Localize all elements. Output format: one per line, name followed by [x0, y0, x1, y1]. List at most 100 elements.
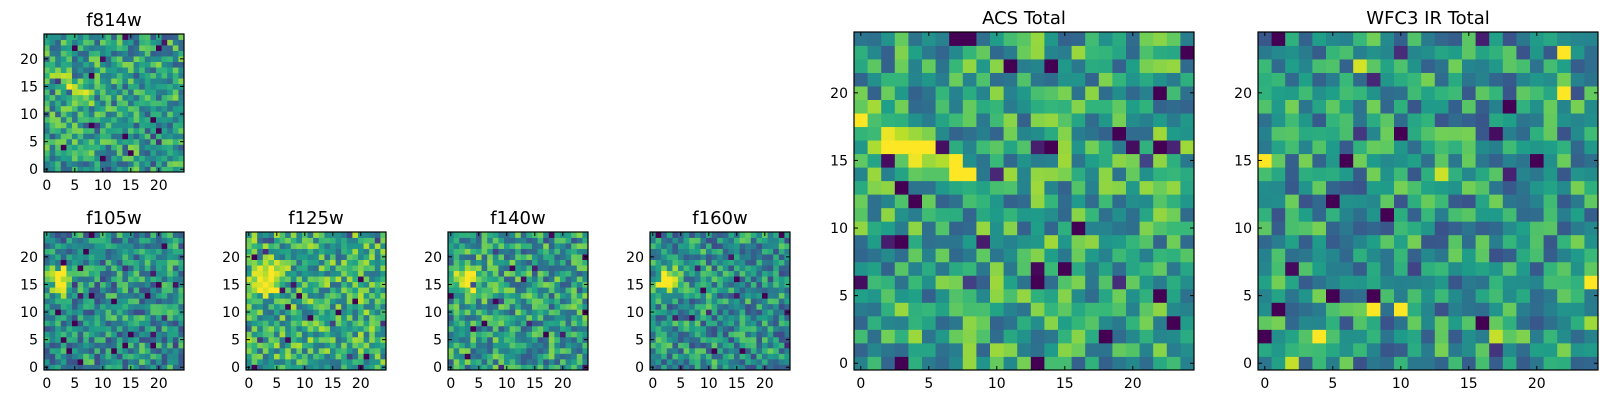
heatmap-cell — [706, 287, 712, 294]
heatmap-cell — [990, 302, 1004, 317]
heatmap-cell — [728, 331, 735, 338]
heatmap-cell — [83, 45, 90, 51]
heatmap-cell — [44, 331, 50, 338]
heatmap-cell — [49, 111, 56, 118]
heatmap-cell — [161, 100, 168, 107]
heatmap-cell — [487, 347, 494, 354]
heatmap-cell — [498, 358, 505, 365]
heatmap-cell — [88, 34, 95, 40]
heatmap-cell — [498, 331, 505, 338]
heatmap-cell — [1003, 194, 1018, 209]
heatmap-cell — [470, 276, 477, 283]
heatmap-cell — [167, 116, 174, 123]
heatmap-cell — [548, 265, 555, 272]
heatmap-cell — [935, 153, 950, 168]
heatmap-cell — [324, 270, 331, 277]
heatmap-cell — [1085, 221, 1100, 236]
heatmap-cell — [526, 243, 533, 249]
heatmap-cell — [380, 276, 387, 283]
heatmap-cell — [1353, 153, 1368, 168]
heatmap-cell — [274, 270, 280, 277]
heatmap-cell — [509, 281, 516, 288]
heatmap-cell — [251, 248, 258, 255]
heatmap-cell — [990, 153, 1004, 168]
heatmap-cell — [1489, 113, 1504, 128]
heatmap-cell — [128, 248, 134, 255]
heatmap-cell — [72, 276, 78, 283]
heatmap-cell — [706, 259, 712, 266]
heatmap-cell — [1339, 86, 1354, 100]
heatmap-cell — [128, 155, 134, 162]
heatmap-cell — [448, 303, 454, 310]
heatmap-cell — [83, 160, 90, 167]
heatmap-cell — [894, 32, 909, 46]
heatmap-cell — [1098, 329, 1113, 344]
heatmap-cell — [543, 336, 550, 343]
heatmap-cell — [1258, 302, 1272, 317]
heatmap-cell — [1166, 45, 1181, 60]
heatmap-cell — [1407, 275, 1422, 290]
heatmap-cell — [302, 265, 308, 272]
heatmap-cell — [1407, 194, 1422, 209]
heatmap-cell — [526, 309, 533, 316]
heatmap-cell — [324, 347, 331, 354]
heatmap-cell — [504, 331, 510, 338]
heatmap-cell — [756, 270, 763, 277]
heatmap-cell — [1058, 153, 1072, 168]
heatmap-cell — [1030, 207, 1045, 222]
heatmap-cell — [1584, 275, 1599, 290]
heatmap-cell — [582, 292, 589, 299]
heatmap-cell — [459, 303, 466, 310]
heatmap-cell — [694, 287, 701, 294]
heatmap-cell — [1366, 248, 1381, 263]
heatmap-cell — [307, 303, 314, 310]
heatmap-cell — [156, 155, 162, 162]
heatmap-cell — [728, 342, 735, 349]
heatmap-cell — [1017, 288, 1032, 303]
heatmap-cell — [515, 259, 522, 266]
heatmap-cell — [307, 287, 314, 294]
heatmap-cell — [330, 237, 336, 244]
heatmap-cell — [341, 254, 348, 260]
heatmap-cell — [1258, 221, 1272, 236]
heatmap-cell — [1394, 72, 1408, 87]
heatmap-cell — [459, 281, 466, 288]
heatmap-cell — [285, 298, 292, 305]
heatmap-cell — [1112, 221, 1127, 236]
heatmap-cell — [66, 83, 73, 90]
heatmap-cell — [1434, 207, 1449, 222]
heatmap-cell — [448, 358, 454, 365]
heatmap-cell — [767, 248, 774, 255]
heatmap-cell — [694, 237, 701, 244]
heatmap-cell — [88, 353, 95, 360]
heatmap-cell — [178, 358, 185, 365]
heatmap-cell — [762, 358, 768, 365]
heatmap-cell — [532, 347, 538, 354]
heatmap-cell — [548, 303, 555, 310]
heatmap-cell — [150, 342, 157, 349]
heatmap-cell — [661, 358, 668, 365]
heatmap-cell — [1326, 356, 1340, 371]
heatmap-cell — [105, 45, 112, 51]
heatmap-cell — [784, 265, 791, 272]
heatmap-cell — [515, 320, 522, 327]
heatmap-cell — [172, 287, 179, 294]
heatmap-cell — [274, 336, 280, 343]
heatmap-cell — [83, 254, 90, 260]
heatmap-cell — [150, 144, 157, 151]
heatmap-cell — [116, 358, 123, 365]
heatmap-cell — [318, 265, 325, 272]
heatmap-cell — [949, 248, 964, 263]
heatmap-cell — [1353, 248, 1368, 263]
heatmap-cell — [571, 358, 578, 365]
heatmap-cell — [285, 320, 292, 327]
heatmap-cell — [854, 342, 868, 357]
heatmap-cell — [576, 265, 583, 272]
heatmap-cell — [105, 111, 112, 118]
heatmap-cell — [335, 309, 342, 316]
heatmap-cell — [172, 89, 179, 96]
heatmap-cell — [1112, 140, 1127, 155]
heatmap-cell — [487, 320, 494, 327]
heatmap-cell — [116, 67, 123, 74]
heatmap-cell — [83, 309, 90, 316]
